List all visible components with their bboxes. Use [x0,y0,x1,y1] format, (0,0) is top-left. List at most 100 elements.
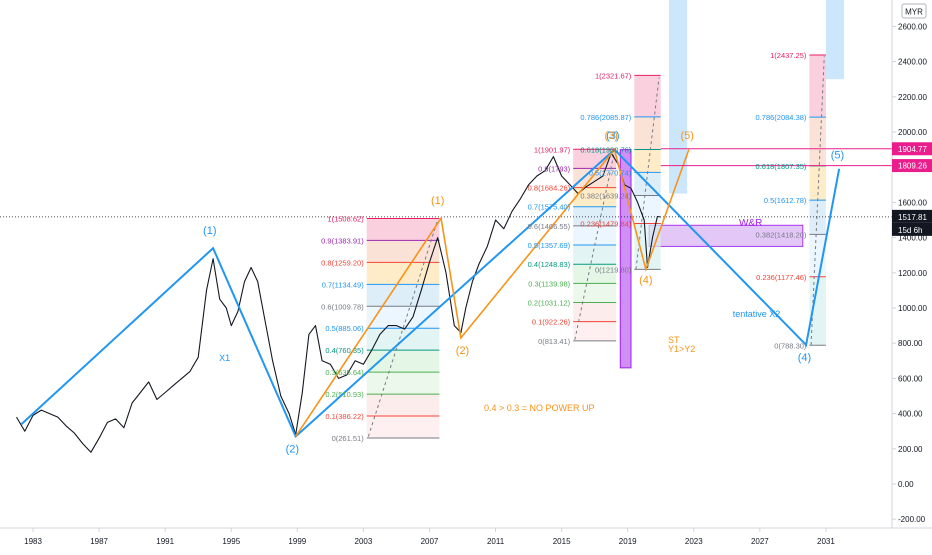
wave-label-blue-5: (5) [831,149,844,161]
x-tick-label: 2007 [421,537,439,546]
fib-mid-zone [573,245,617,265]
fib-right-a-level-label: 0(1219.80) [595,265,632,274]
x-tick-label: 1999 [288,537,306,546]
fib-mid-level-label: 0.6(1466.55) [528,222,571,231]
fib-mid-level-label: 0.5(1357.69) [528,241,571,250]
magenta-price-tag-box-1 [892,159,932,173]
x-tick-label: 2031 [817,537,835,546]
fib-right-a-level-label: 0.618(1900.76) [580,145,631,154]
x-tick-label: 2019 [619,537,637,546]
y-tick-label: 600.00 [898,374,923,383]
wave-label-tentative-x2: tentative X2 [733,309,781,319]
y-tick-label: 2000.00 [898,128,927,137]
fib-right-a-zone [634,116,661,150]
y-tick-label: 400.00 [898,410,923,419]
magenta-price-tag-box-0 [892,142,932,156]
fib-left-level-label: 1(1508.62) [327,214,364,223]
last-price-tag: 1517.81 [898,213,927,222]
fib-right-b-zone [809,276,826,346]
fib-mid-zone [573,168,617,188]
fib-right-b-level-label: 0.786(2084.38) [756,113,807,122]
wave-label-orange-3: (3) [604,130,617,142]
fib-left-zone [366,240,440,263]
wave-label-orange-4: (4) [639,274,652,286]
x-tick-label: 2015 [553,537,571,546]
fib-left-zone [366,416,440,438]
x-tick-label: 1987 [90,537,108,546]
fib-left-zone [366,218,440,241]
wave-label-blue-1: (1) [203,225,216,237]
magenta-price-tag-0: 1904.77 [898,145,927,154]
fib-right-b-zone [809,55,826,118]
y-tick-label: 1200.00 [898,269,927,278]
x-tick-label: 1983 [24,537,42,546]
fib-left-zone [366,350,440,373]
price-line [16,152,661,453]
wave-label-blue-3: (3) [606,130,619,142]
fib-left-level-label: 0.2(510.93) [325,390,364,399]
currency-badge[interactable]: MYR [905,8,923,17]
y-tick-label: 1400.00 [898,234,927,243]
fib-right-b-level-label: 0(788.30) [774,341,807,350]
fib-mid-zone [573,321,617,341]
y-tick-label: 2600.00 [898,22,927,31]
fib-right-a-level-label: 1(2321.67) [595,71,632,80]
fib-left-level-label: 0.7(1134.49) [322,280,364,289]
wave-label-orange-5: (5) [680,130,693,142]
fib-right-b-diagonal [810,56,825,345]
fib-left-level-label: 0.9(1383.91) [321,236,364,245]
fib-mid-zone [573,225,617,246]
fib-left-zone [366,372,440,395]
fib-right-b-level-label: 0.382(1418.20) [756,230,807,239]
fib-right-a-level-label: 0.236(1479.84) [580,220,631,229]
fib-left-level-label: 0.8(1259.20) [321,258,364,267]
y-tick-label: 1000.00 [898,304,927,313]
countdown-tag-box [892,222,932,236]
y-tick-label: -200.00 [898,515,926,524]
plot-background [0,0,892,528]
currency-badge-box[interactable] [901,3,927,19]
annotation-y1-y2: Y1>Y2 [668,344,695,354]
x-tick-label: 1991 [156,537,174,546]
x-tick-label: 2011 [487,537,505,546]
purple-vertical-box [619,149,632,369]
x-tick-label: 1995 [222,537,240,546]
fib-left-zone [366,284,440,307]
fib-left-level-label: 0.4(760.35) [325,346,364,355]
x-tick-label: 2003 [355,537,373,546]
fib-left-diagonal [367,219,439,437]
fib-right-a-level-label: 0.5(1770.74) [589,168,632,177]
annotation-no-power-up: 0.4 > 0.3 = NO POWER UP [484,403,595,413]
y-tick-label: 800.00 [898,339,923,348]
fib-left-zone [366,394,440,417]
fib-left-level-label: 0.3(635.64) [325,368,364,377]
fib-mid-zone [573,206,617,226]
fib-mid-level-label: 0(813.41) [538,337,571,346]
fib-left-level-label: 0.1(386.22) [325,412,364,421]
wave-label-orange-2: (2) [456,345,469,357]
x-tick-label: 2023 [685,537,703,546]
blue-wave-line [20,148,841,439]
fib-left-level-label: 0(261.51) [332,434,365,443]
fib-mid-zone [573,302,617,322]
fib-right-a-level-label: 0.382(1639.24) [580,191,631,200]
fib-mid-level-label: 0.3(1139.98) [528,279,570,288]
wave-label-x1: X1 [219,353,230,363]
orange-wave-line [295,147,690,437]
fib-mid-level-label: 0.1(922.26) [532,318,571,327]
fib-left-level-label: 0.5(885.06) [325,324,364,333]
fib-left-zone [366,262,440,285]
annotation-w-r: W&R [739,218,762,229]
fib-right-b-zone [809,117,826,166]
y-tick-label: 200.00 [898,445,923,454]
y-tick-label: 2400.00 [898,58,927,67]
fib-right-a-level-label: 0.786(2085.87) [580,113,631,122]
fib-mid-level-label: 0.2(1031.12) [528,299,571,308]
fib-right-b-zone [809,200,826,235]
y-tick-label: 0.00 [898,480,914,489]
countdown-tag: 15d 6h [898,226,922,235]
fib-right-b-level-label: 1(2437.25) [770,51,807,60]
wave-label-orange-1: (1) [431,195,444,207]
